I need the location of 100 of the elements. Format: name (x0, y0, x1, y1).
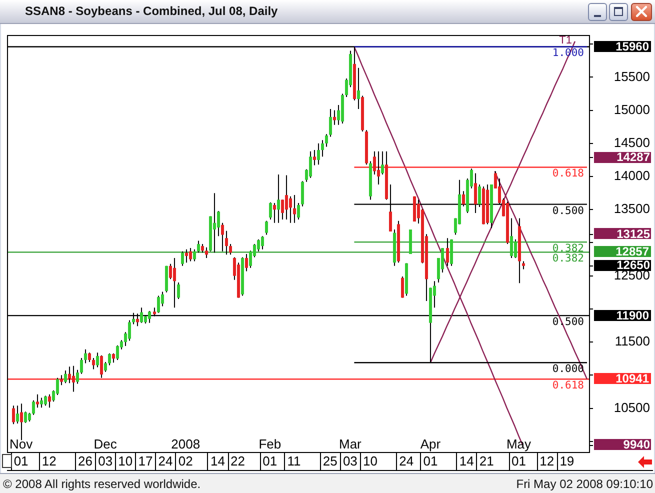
candlestick (80, 357, 83, 374)
y-tick-label: 12650 (616, 258, 650, 272)
x-tick-label: 10 (118, 454, 133, 469)
candlestick (64, 370, 67, 384)
candlestick (269, 202, 272, 220)
candlestick (40, 397, 43, 408)
candlestick (261, 236, 264, 250)
candlestick (128, 320, 131, 342)
candlestick (225, 230, 228, 256)
x-tick-label: 12 (42, 454, 56, 469)
candlestick (229, 244, 232, 256)
x-tick-label: 25 (322, 454, 338, 469)
ref-line-label: 10941 (616, 371, 650, 386)
y-tick-label: 14500 (614, 134, 650, 150)
candlestick (193, 248, 196, 262)
candlestick (325, 134, 328, 148)
y-tick-label: 15000 (614, 102, 650, 117)
candlestick (96, 352, 99, 368)
candlestick (309, 150, 312, 178)
candlestick (293, 194, 296, 224)
candlestick (313, 150, 316, 166)
candlestick (116, 344, 119, 360)
annotation: 0.500 (552, 204, 584, 217)
candlestick (377, 150, 380, 185)
x-tick-label: Nov 01 (9, 436, 34, 469)
candlestick (333, 110, 336, 126)
y-tick-label: 14000 (614, 168, 650, 184)
candlestick (321, 140, 324, 158)
candlestick (277, 174, 280, 224)
x-tick-label: Apr 01 (420, 436, 442, 469)
candlestick (301, 180, 304, 207)
candlestick (20, 403, 23, 441)
candlestick (317, 142, 320, 166)
x-tick-label: 11 (287, 454, 301, 469)
annotation: 0.382 (552, 252, 584, 265)
candlestick (32, 400, 35, 416)
candlestick (48, 394, 51, 408)
y-tick-label: 13500 (614, 201, 650, 216)
y-tick-label: 10500 (614, 400, 650, 415)
candlestick (60, 374, 63, 386)
x-tick-label: 19 (560, 454, 574, 469)
candlestick (169, 263, 172, 280)
candlestick (213, 192, 216, 254)
candlestick (76, 369, 79, 384)
candlestick (88, 352, 91, 362)
candlestick (257, 238, 260, 252)
candlestick (381, 150, 384, 176)
ref-line-label: 11900 (616, 308, 650, 322)
candlestick (185, 248, 188, 264)
x-tick-label: 24 (399, 454, 414, 469)
candlestick (92, 357, 95, 370)
y-tick-label: 15500 (614, 68, 650, 84)
x-tick-label: 14 (459, 454, 474, 469)
x-tick-label: 17 (138, 454, 153, 469)
ref-line-label: 12857 (616, 244, 650, 258)
x-tick-label: 10 (363, 454, 378, 469)
candlestick (72, 365, 75, 392)
candlestick (173, 257, 176, 308)
candlestick (157, 295, 160, 314)
x-tick-label: 2008 02 (171, 436, 200, 469)
x-tick-label: May 01 (506, 436, 532, 469)
x-tick-label: 26 (78, 454, 93, 469)
candlestick (108, 352, 111, 366)
candlestick (357, 67, 360, 110)
candlestick (329, 108, 332, 138)
annotation: 0.382 (552, 242, 584, 255)
candlestick (510, 218, 513, 258)
candlestick (112, 352, 115, 364)
chart-title: SSAN8 - Soybeans - Combined, Jul 08, Daily (25, 4, 278, 19)
y-tick-label: 11500 (614, 334, 650, 349)
text: © 2008 All rights reserved worldwide. (3, 477, 201, 491)
candlestick (100, 354, 103, 378)
candlestick (217, 210, 220, 237)
candlestick (68, 366, 71, 384)
x-tick-label: 14 (210, 454, 225, 469)
ref-line-label: 15960 (616, 39, 650, 54)
candlestick (221, 222, 224, 252)
text: Fri May 02 2008 09:10:10 (516, 477, 653, 491)
candlestick (197, 240, 200, 254)
series-label: T1 (559, 34, 572, 46)
candlestick (16, 405, 19, 424)
x-tick-label: Mar 03 (338, 436, 362, 469)
candlestick (297, 202, 300, 220)
x-tick-label: 12 (540, 454, 554, 469)
y-tick-label: 13125 (616, 226, 650, 241)
candlestick (24, 411, 27, 424)
candlestick (285, 174, 288, 220)
candlestick (44, 395, 47, 406)
annotation: 0.618 (552, 168, 584, 180)
candlestick (289, 196, 292, 224)
candlestick (104, 361, 107, 372)
candlestick (273, 202, 276, 224)
candlestick (514, 238, 517, 258)
candlestick (177, 282, 180, 300)
candlestick (189, 248, 192, 262)
candlestick (245, 253, 248, 272)
candlestick (281, 199, 284, 220)
candlestick (205, 246, 208, 258)
y-tick-label: 14287 (616, 150, 650, 164)
candlestick (265, 220, 268, 236)
